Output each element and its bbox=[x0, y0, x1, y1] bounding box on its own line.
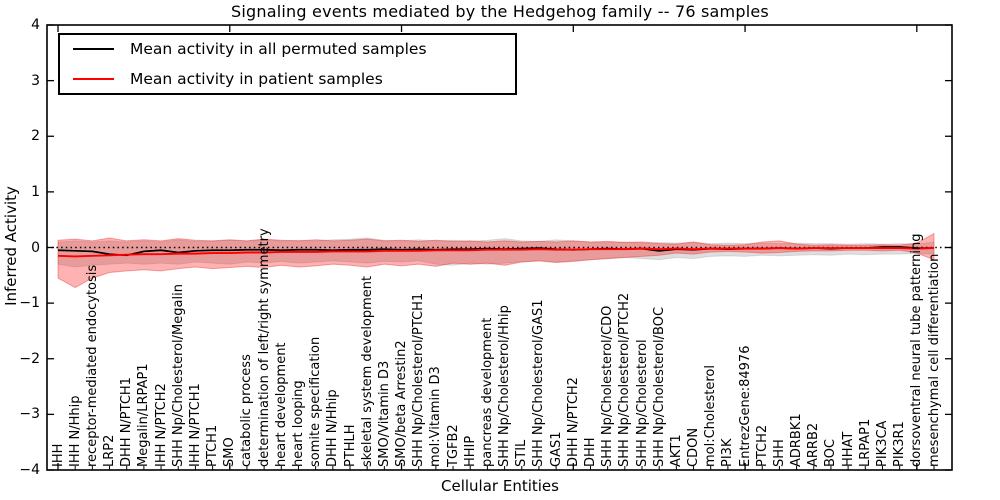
patient-samples-range-band bbox=[57, 232, 935, 289]
patient-mean-line bbox=[57, 247, 935, 258]
y-tick-label: 4 bbox=[31, 17, 40, 33]
y-tick-label: 3 bbox=[31, 72, 40, 89]
x-axis-label: Cellular Entities bbox=[441, 477, 559, 495]
y-tick-label: −2 bbox=[19, 350, 40, 367]
y-tick-label: −4 bbox=[19, 462, 40, 478]
permuted-samples-range-band bbox=[57, 237, 935, 268]
legend-label-permuted: Mean activity in all permuted samples bbox=[130, 40, 427, 58]
y-tick-label: 2 bbox=[31, 128, 40, 145]
patient-line-swatch bbox=[73, 78, 114, 80]
legend-entry-patient: Mean activity in patient samples bbox=[60, 66, 515, 92]
y-tick-label: −1 bbox=[19, 295, 40, 312]
legend-entry-permuted: Mean activity in all permuted samples bbox=[60, 36, 515, 62]
chart-title: Signaling events mediated by the Hedgeho… bbox=[231, 2, 769, 21]
y-tick-label: 1 bbox=[31, 183, 40, 200]
legend-label-patient: Mean activity in patient samples bbox=[130, 70, 383, 88]
y-tick-label: 0 bbox=[31, 239, 40, 256]
legend-box: Mean activity in all permuted samples Me… bbox=[58, 33, 517, 95]
y-tick-label: −3 bbox=[19, 406, 40, 423]
permuted-line-swatch bbox=[73, 48, 114, 50]
